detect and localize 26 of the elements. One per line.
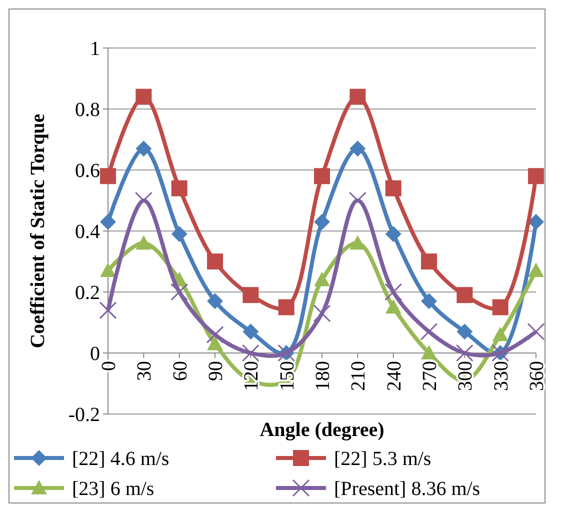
y-axis-title: Coefficient of Static Torque: [27, 114, 49, 348]
legend-label: [22] 4.6 m/s: [72, 448, 170, 470]
y-tick-label: -0.2: [68, 404, 100, 426]
x-tick-label: 180: [312, 361, 334, 391]
x-axis-title: Angle (degree): [260, 419, 384, 441]
y-tick-label: 0: [90, 343, 100, 365]
y-tick-label: 0.6: [75, 160, 100, 182]
x-tick-label: 270: [419, 361, 441, 391]
legend-label: [23] 6 m/s: [72, 478, 154, 500]
y-tick-label: 0.8: [75, 99, 100, 121]
x-tick-label: 360: [526, 361, 548, 391]
y-tick-label: 0.4: [75, 221, 100, 243]
x-tick-label: 0: [98, 361, 120, 371]
y-tick-label: 0.2: [75, 282, 100, 304]
legend-label: [22] 5.3 m/s: [334, 448, 432, 470]
x-tick-label: 90: [205, 361, 227, 381]
x-tick-label: 60: [169, 361, 192, 381]
x-tick-label: 150: [276, 361, 298, 391]
x-tick-label: 240: [383, 361, 406, 391]
legend-label: [Present] 8.36 m/s: [334, 478, 480, 500]
x-tick-label: 210: [348, 361, 370, 391]
x-tick-label: 300: [454, 361, 477, 391]
x-tick-label: 120: [240, 361, 263, 391]
x-tick-label: 30: [134, 361, 156, 381]
y-tick-label: 1: [90, 38, 100, 60]
x-tick-label: 330: [490, 361, 512, 391]
